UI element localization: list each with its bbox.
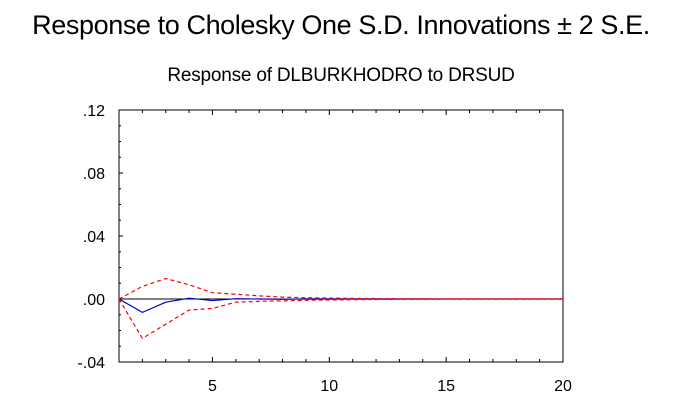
page-title: Response to Cholesky One S.D. Innovation… (32, 10, 650, 40)
y-tick-label: .08 (83, 166, 105, 183)
chart-title: Response of DLBURKHODRO to DRSUD (167, 65, 515, 86)
y-tick-label: .04 (83, 229, 105, 246)
x-axis: 5 10 15 20 (118, 110, 572, 395)
x-tick-label: 20 (554, 378, 572, 395)
y-axis: -.04 .00 .04 .08 .12 (77, 103, 123, 372)
plot-frame (118, 109, 564, 363)
x-tick-label: 15 (437, 378, 455, 395)
y-tick-label: .00 (83, 292, 105, 309)
x-tick-label: 5 (208, 378, 217, 395)
series-group (118, 277, 563, 340)
series-line-upper-band (118, 277, 563, 300)
series-line-lower-band (118, 298, 563, 340)
y-tick-label: .12 (83, 103, 105, 120)
y-tick-label: -.04 (77, 355, 105, 372)
x-tick-label: 10 (320, 378, 338, 395)
